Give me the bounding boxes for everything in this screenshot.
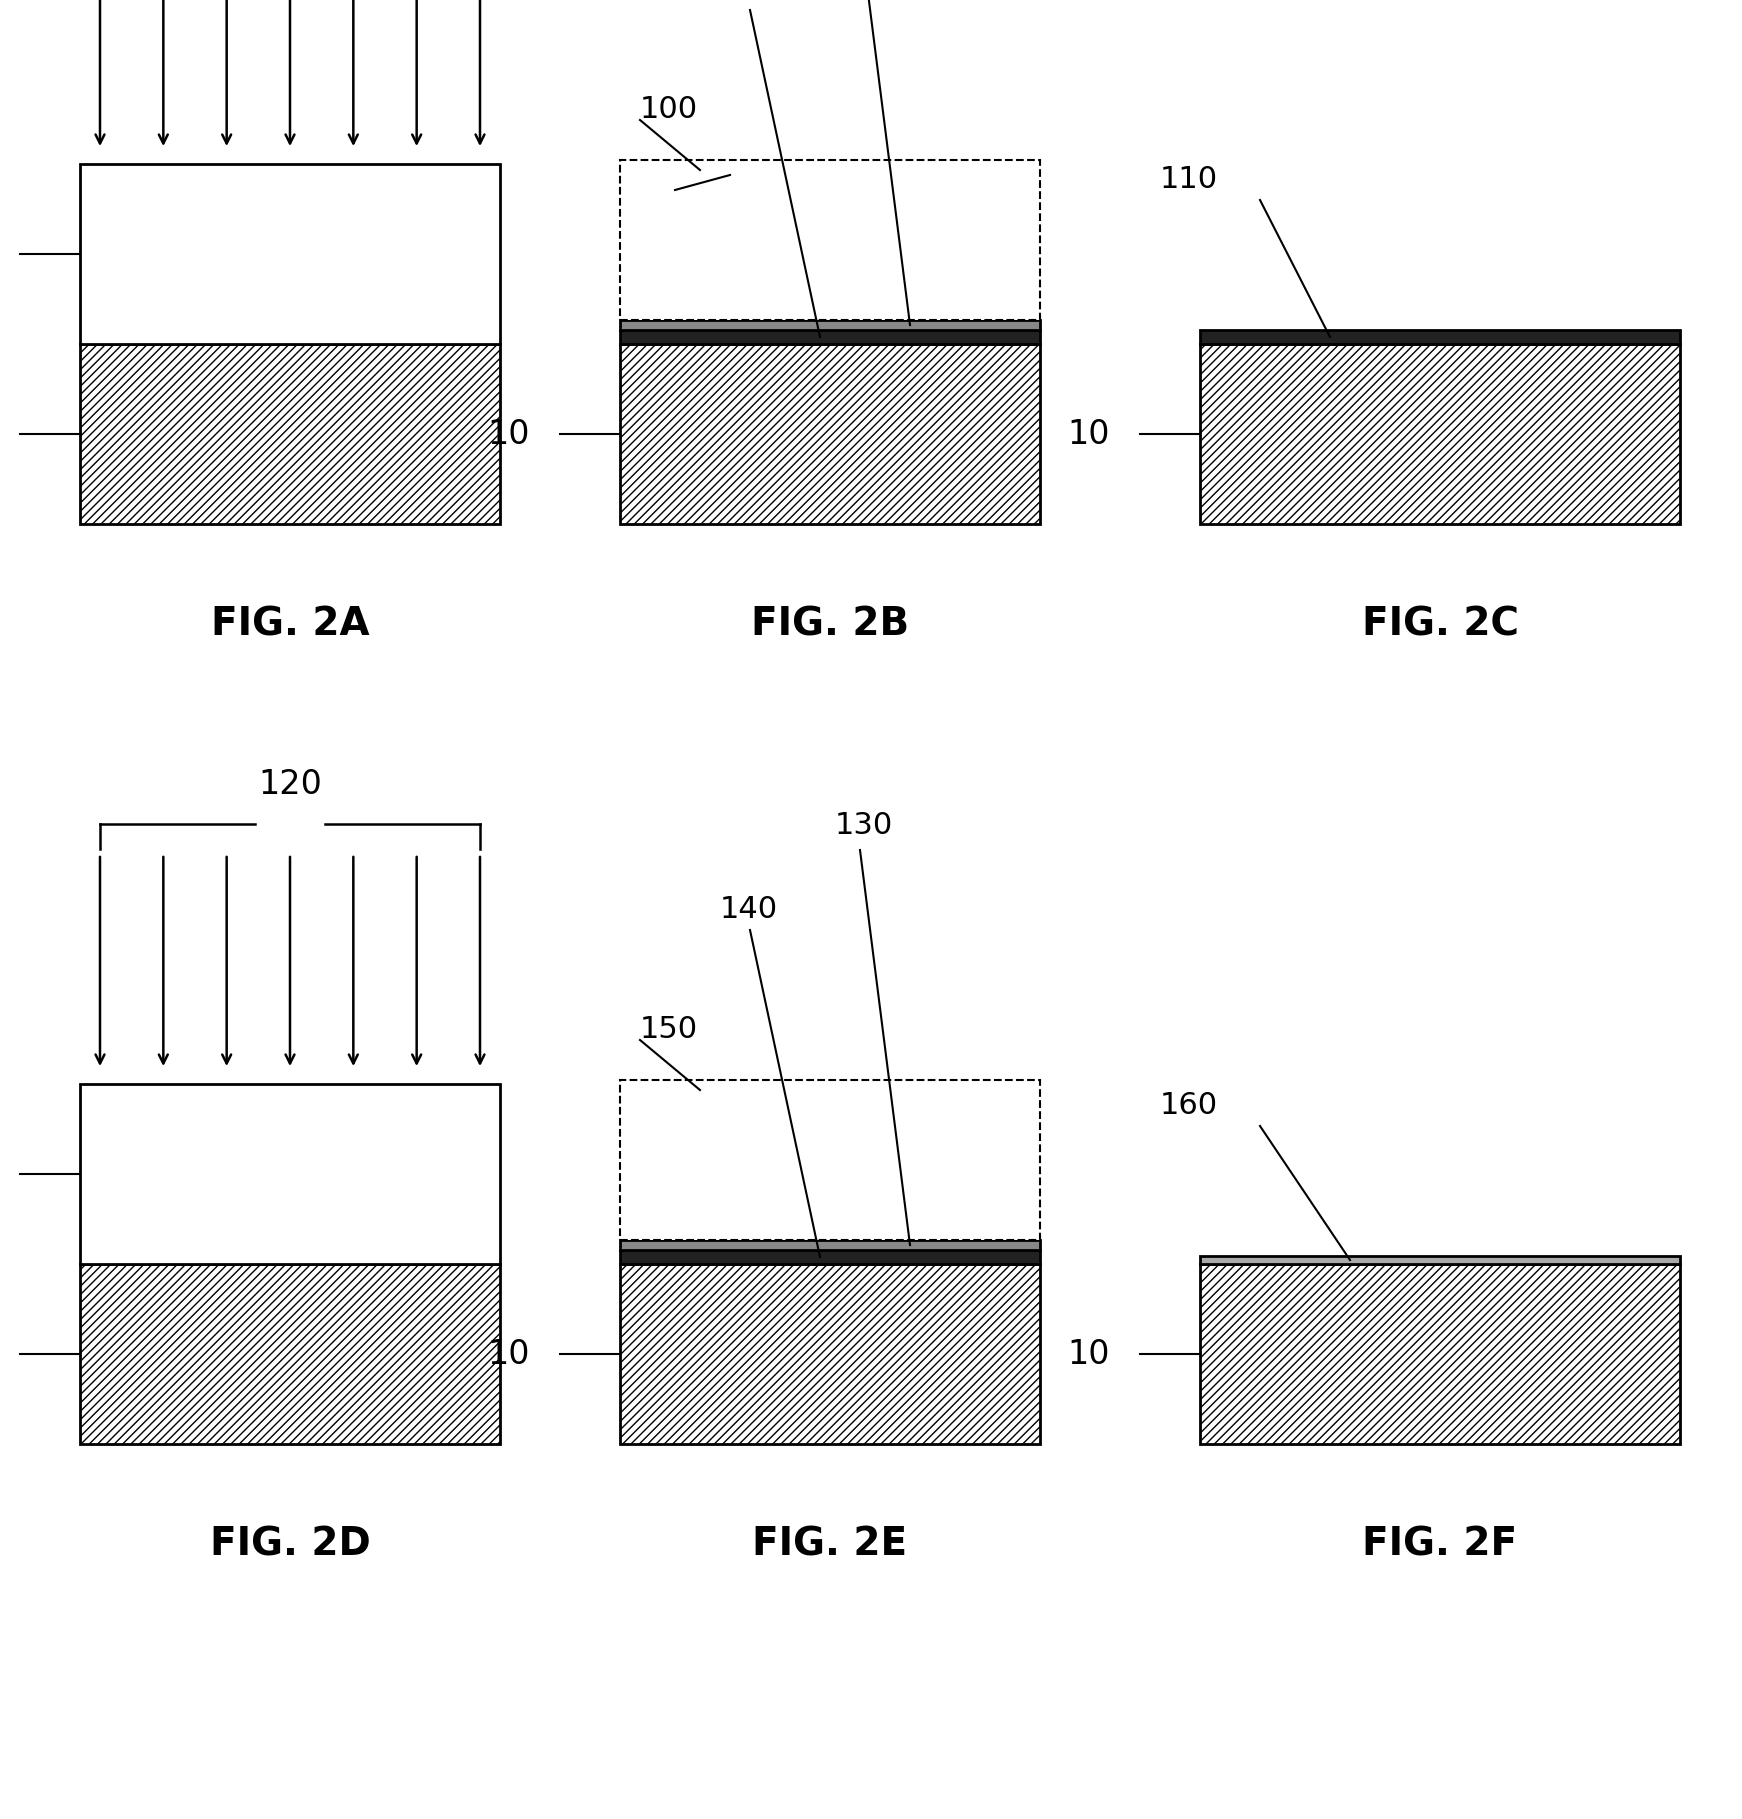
Bar (620, 344, 1040, 524)
Bar (1200, 1264, 1679, 1444)
Text: 120: 120 (258, 768, 322, 800)
Text: 160: 160 (1160, 1091, 1218, 1121)
Bar (620, 329, 1040, 344)
Bar (1200, 344, 1679, 524)
Bar (80, 1264, 500, 1444)
Bar (620, 1080, 1040, 1241)
Text: 10: 10 (488, 1337, 530, 1370)
Text: FIG. 2B: FIG. 2B (751, 606, 909, 642)
Bar (80, 344, 500, 524)
Text: FIG. 2F: FIG. 2F (1362, 1524, 1517, 1563)
Text: FIG. 2A: FIG. 2A (211, 606, 369, 642)
Bar (620, 1264, 1040, 1444)
Text: 10: 10 (1068, 1337, 1110, 1370)
Bar (80, 164, 500, 344)
Bar (620, 160, 1040, 320)
Text: 10: 10 (488, 418, 530, 451)
Text: 110: 110 (1160, 166, 1218, 195)
Text: 130: 130 (834, 811, 894, 840)
Bar (1200, 329, 1679, 344)
Bar (1200, 1255, 1679, 1264)
Text: 150: 150 (639, 1015, 699, 1044)
Bar (80, 1084, 500, 1264)
Bar (620, 1250, 1040, 1264)
Text: 90: 90 (719, 0, 760, 4)
Text: 10: 10 (1068, 418, 1110, 451)
Bar (620, 1241, 1040, 1250)
Text: FIG. 2C: FIG. 2C (1362, 606, 1519, 642)
Text: FIG. 2E: FIG. 2E (753, 1524, 908, 1563)
Text: 100: 100 (639, 96, 699, 124)
Text: FIG. 2D: FIG. 2D (209, 1524, 371, 1563)
Text: 140: 140 (719, 895, 779, 924)
Bar (620, 320, 1040, 329)
